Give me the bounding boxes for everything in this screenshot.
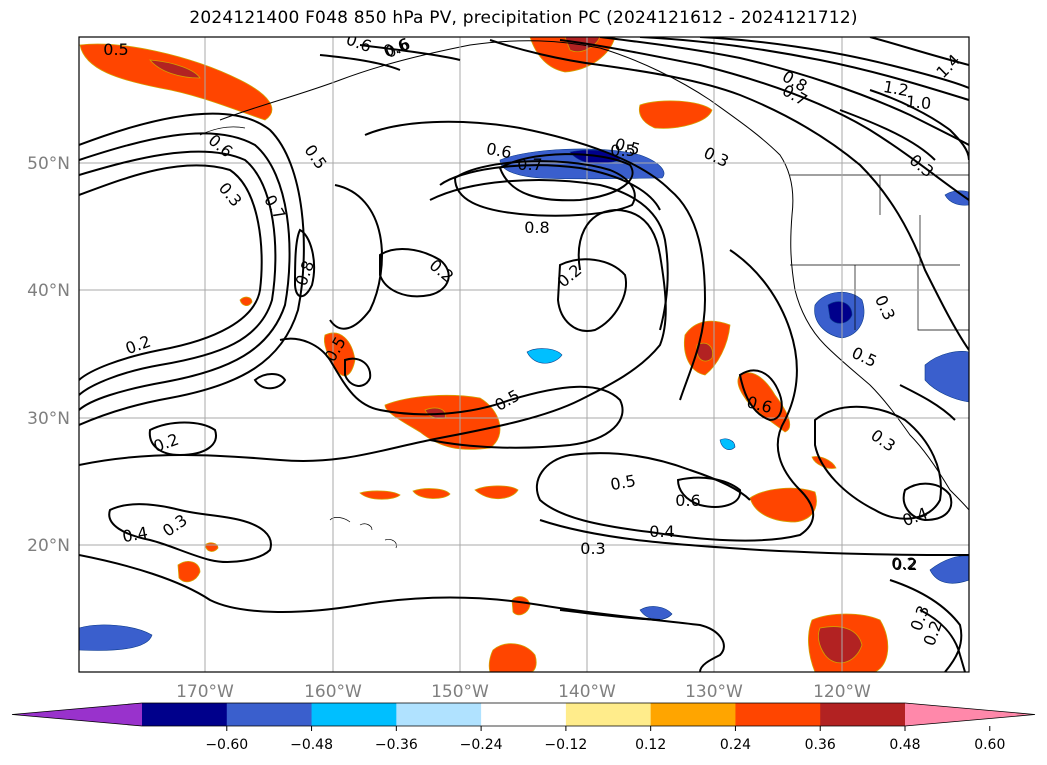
chart-title: 2024121400 F048 850 hPa PV, precipitatio… [189,8,858,28]
contour-label: 0.6 [485,139,513,162]
colorbar-segment [650,703,736,726]
map-frame [78,36,970,673]
colorbar-tick-label: 0.24 [720,737,751,753]
colorbar-tick-label: −0.36 [375,737,418,753]
contour-label: 0.5 [610,141,635,160]
precip-negative-area [526,348,563,364]
lat-tick-label: 30°N [27,409,70,429]
contour-label: 0.7 [517,155,542,174]
contour-label: 0.6 [675,491,700,510]
colorbar-tick-label: 0.36 [805,737,836,753]
colorbar-segment [226,703,313,726]
coastlines [199,40,969,549]
colorbar-tick-label: −0.60 [205,737,248,753]
contour-label: 0.2 [891,554,916,573]
precip-positive-core [149,59,201,79]
precip-positive-area [488,643,537,672]
colorbar-tick-label: −0.24 [460,737,503,753]
contour-label: 0.5 [609,471,637,494]
lon-tick-label: 140°W [558,682,616,702]
colorbar-segment [311,703,397,726]
graticule [79,37,969,672]
precip-positive-area [177,561,201,583]
precip-positive-area [359,490,401,500]
colorbar-segment [142,703,228,726]
precip-negative-area [79,624,153,651]
contour-label: 0.5 [103,40,128,59]
precip-positive-area [79,43,273,121]
colorbar: −0.60 −0.48 −0.36 −0.24 −0.12 0.12 0.24 0.36 0.4… [11,702,1036,753]
precip-negative-core [827,301,853,324]
lat-tick-label: 20°N [27,536,70,556]
colorbar-segment [396,703,482,726]
colorbar-extend-low [12,703,142,726]
colorbar-segment [735,703,821,726]
precip-positive-area [239,296,253,306]
lon-axis-labels: 170°W 160°W 150°W 140°W 130°W 120°W [176,682,871,702]
precip-negative-area [929,555,969,584]
colorbar-tick-label: 0.48 [889,737,920,753]
contour-label: 1.2 [882,77,910,100]
precip-positive-area [323,332,356,377]
lon-tick-label: 150°W [431,682,489,702]
lon-tick-label: 160°W [304,682,362,702]
colorbar-segment [820,703,906,726]
precip-positive-core [696,342,713,362]
contour-label: 0.4 [121,523,149,546]
contour-label: 0.4 [649,522,674,541]
colorbar-tick-label: −0.48 [290,737,333,753]
precip-negative-area [924,351,969,403]
contour-label: 0.8 [524,218,549,237]
precip-positive-area [474,485,519,500]
map-background [79,37,969,672]
precip-positive-core [818,626,863,664]
precip-negative-area [719,438,736,450]
lat-axis-labels: 50°N 40°N 30°N 20°N [27,154,70,556]
lat-tick-label: 50°N [27,154,70,174]
lat-tick-label: 40°N [27,281,70,301]
lon-tick-label: 120°W [813,682,871,702]
colorbar-tick-label: 0.60 [974,737,1005,753]
contour-label: 0.2 [892,555,917,574]
precip-positive-area [412,488,451,499]
colorbar-segment [481,703,567,726]
contour-label: 0.3 [580,539,605,558]
colorbar-tick-label: 0.12 [635,737,666,753]
colorbar-extend-high [905,703,1035,726]
lon-tick-label: 130°W [685,682,743,702]
colorbar-segment [565,703,652,726]
lon-tick-label: 170°W [176,682,234,702]
pv-contours [79,37,969,672]
precip-positive-area [749,487,817,523]
precip-positive-area [638,100,713,129]
precip-negative-area [639,606,673,620]
precip-negative-area [944,190,969,206]
colorbar-tick-label: −0.12 [544,737,587,753]
colorbar-outline [11,702,1036,727]
contour-label: 1.0 [905,92,932,113]
